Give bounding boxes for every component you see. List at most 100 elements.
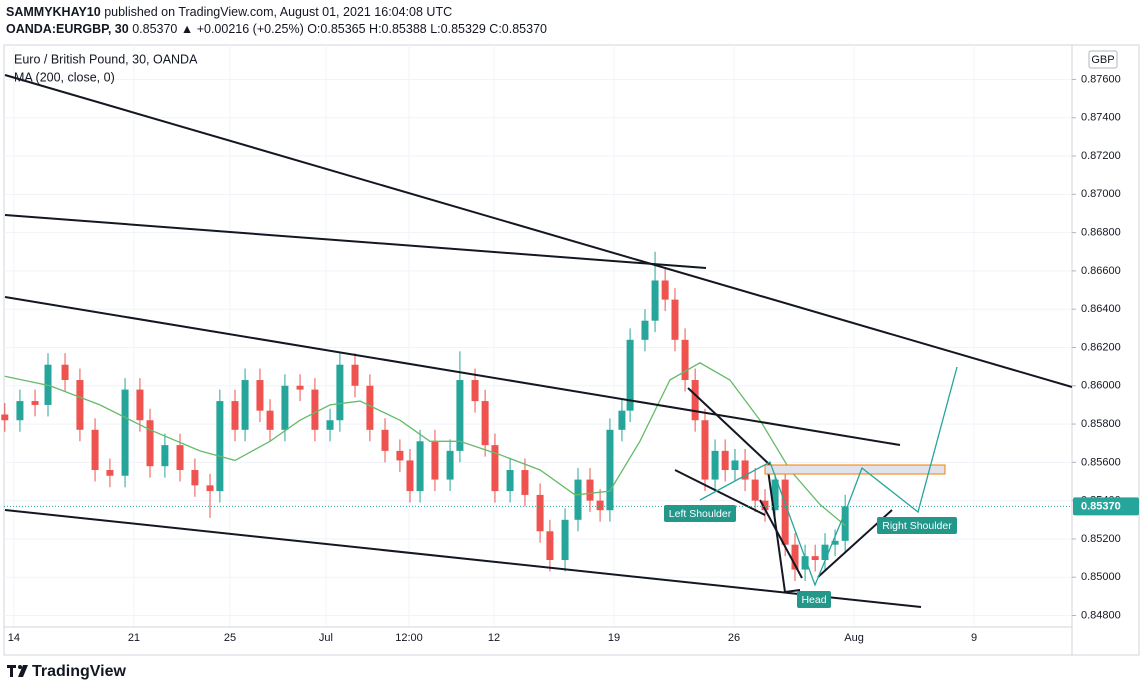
- x-tick-label: 12:00: [395, 632, 423, 644]
- y-tick-label: 0.86400: [1081, 303, 1121, 315]
- candle-body: [351, 364, 359, 386]
- candle-body: [366, 385, 374, 430]
- annotation: Right Shoulder: [882, 520, 952, 532]
- candle-body: [546, 531, 554, 560]
- candle-body: [781, 479, 789, 545]
- candle-body: [91, 429, 99, 471]
- currency-box: [1088, 50, 1118, 69]
- candle-body: [701, 420, 709, 480]
- x-tick-label: 9: [971, 632, 977, 644]
- currency: GBP: [1091, 54, 1114, 66]
- candle-body: [791, 544, 799, 570]
- candle-body: [574, 479, 582, 520]
- author: SAMMYKHAY10: [6, 5, 101, 19]
- x-tick-label: 26: [728, 632, 740, 644]
- logo-part: [18, 665, 22, 669]
- x-tick-label: 21: [128, 632, 140, 644]
- candle-body: [31, 401, 39, 405]
- candle-body: [456, 380, 464, 451]
- annotation: Head: [801, 594, 826, 606]
- last-price-box: [1073, 497, 1139, 516]
- candle-body: [396, 450, 404, 461]
- quote-line: OANDA:EURGBP, 30 0.85370 ▲ +0.00216 (+0.…: [6, 22, 547, 36]
- candle-body: [256, 380, 264, 411]
- candle-body: [191, 470, 199, 486]
- x-tick-label: 14: [8, 632, 20, 644]
- chart-title: Euro / British Pound, 30, OANDA: [14, 52, 198, 66]
- brand: TradingView: [32, 663, 127, 680]
- candle-body: [751, 479, 759, 501]
- ma-line: [4, 362, 846, 526]
- candle-body: [296, 385, 304, 390]
- candle-body: [206, 485, 214, 492]
- pattern-line: [674, 469, 766, 516]
- label-box: [664, 505, 736, 522]
- candle-body: [241, 380, 249, 430]
- publish-line: SAMMYKHAY10 published on TradingView.com…: [6, 5, 452, 19]
- candle-body: [641, 320, 649, 340]
- quote-details: 0.85370 ▲ +0.00216 (+0.25%) O:0.85365 H:…: [132, 22, 547, 36]
- candle-body: [416, 441, 424, 492]
- candle-body: [561, 519, 569, 560]
- candle-body: [811, 556, 819, 560]
- last-price-label: 0.85370: [1081, 500, 1121, 512]
- candle-body: [381, 429, 389, 451]
- candle-body: [1, 414, 9, 421]
- y-tick-label: 0.86800: [1081, 227, 1121, 239]
- y-tick-label: 0.86200: [1081, 341, 1121, 353]
- candle-body: [216, 401, 224, 492]
- candle-body: [831, 540, 839, 545]
- trend-line: [4, 74, 1073, 388]
- frame: [3, 44, 1140, 656]
- resistance-zone: [764, 464, 946, 475]
- candle-body: [596, 500, 604, 511]
- x-tick-label: Aug: [844, 632, 864, 644]
- candle-body: [521, 470, 529, 495]
- candle-body: [446, 450, 454, 480]
- y-tick-label: 0.84800: [1081, 609, 1121, 621]
- x-tick-label: 19: [608, 632, 620, 644]
- candle-body: [176, 445, 184, 471]
- candle-body: [61, 364, 69, 381]
- candle-body: [146, 420, 154, 467]
- y-tick-label: 0.85600: [1081, 456, 1121, 468]
- trend-line: [4, 214, 707, 269]
- candle-body: [721, 450, 729, 471]
- candle-body: [651, 280, 659, 321]
- candle-body: [741, 460, 749, 480]
- logo: [7, 665, 28, 677]
- candle-body: [626, 339, 634, 411]
- indicator-name: MA (200, close, 0): [14, 70, 115, 84]
- y-tick-label: 0.87600: [1081, 73, 1121, 85]
- candle-body: [618, 410, 626, 430]
- published: published on TradingView.com, August 01,…: [104, 5, 453, 19]
- pattern-line: [784, 589, 801, 593]
- candle-body: [311, 389, 319, 430]
- x-tick-label: Jul: [319, 632, 333, 644]
- candle-body: [281, 385, 289, 430]
- candle-body: [106, 470, 114, 476]
- y-tick-label: 0.87000: [1081, 188, 1121, 200]
- trend-line: [4, 509, 922, 608]
- projection-path: [699, 366, 958, 587]
- candle-body: [536, 494, 544, 532]
- candle-body: [121, 389, 129, 476]
- y-tick-label: 0.85200: [1081, 533, 1121, 545]
- pattern-line: [687, 387, 771, 466]
- drawings: [4, 74, 1073, 608]
- y-tick-label: 0.86000: [1081, 380, 1121, 392]
- candle-body: [491, 445, 499, 492]
- candle-body: [471, 380, 479, 402]
- candle-body: [821, 544, 829, 560]
- candle-body: [841, 506, 849, 541]
- logo-part: [10, 665, 13, 677]
- candle-body: [761, 500, 769, 511]
- candle-body: [161, 445, 169, 467]
- candle-body: [406, 460, 414, 492]
- label-box: [797, 591, 831, 608]
- label-box: [877, 517, 957, 534]
- candle-body: [506, 470, 514, 492]
- candle-body: [431, 441, 439, 480]
- candle-body: [671, 299, 679, 340]
